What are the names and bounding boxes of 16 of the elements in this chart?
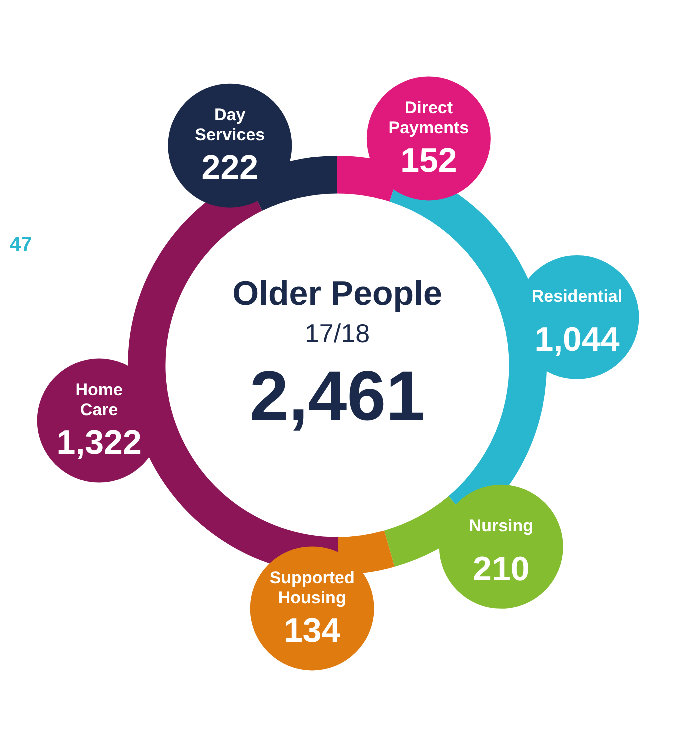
slice-label: Direct Payments	[388, 98, 470, 138]
data-label: 210	[473, 550, 530, 588]
slice-label: Nursing	[469, 516, 534, 536]
data-label: 222	[202, 149, 259, 188]
data-label: 152	[400, 142, 458, 180]
slice-label: Day Services	[195, 106, 266, 145]
slice-label: Residential	[532, 287, 623, 306]
text: Older People	[232, 274, 442, 313]
data-label: 1,044	[534, 320, 620, 359]
text: 47	[10, 234, 32, 256]
text: 2,461	[250, 356, 426, 435]
text: 17/18	[304, 318, 370, 349]
slice-label: Supported Housing	[270, 568, 355, 608]
data-label: 134	[284, 612, 341, 650]
data-label: 1,322	[56, 424, 142, 462]
slice-label: Home Care	[76, 380, 123, 420]
